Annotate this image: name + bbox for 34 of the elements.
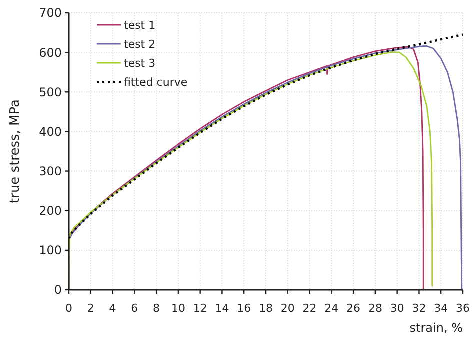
y-tick-label: 600 [39, 46, 62, 60]
legend-label: test 2 [124, 38, 156, 51]
x-tick-label: 26 [346, 302, 361, 315]
x-tick-label: 16 [237, 302, 252, 315]
x-tick-label: 10 [171, 302, 186, 315]
x-tick-label: 24 [324, 302, 339, 315]
x-tick-label: 14 [215, 302, 230, 315]
x-axis-title: strain, % [410, 321, 463, 335]
x-tick-label: 32 [412, 302, 426, 315]
x-tick-label: 0 [66, 302, 72, 315]
legend-label: test 1 [124, 18, 156, 32]
x-tick-label: 2 [87, 302, 94, 315]
x-tick-label: 34 [434, 302, 448, 315]
x-tick-label: 4 [109, 302, 116, 315]
line-series [68, 34, 464, 240]
x-tick-label: 36 [456, 302, 470, 315]
x-tick-label: 6 [131, 302, 138, 315]
y-tick-label: 0 [54, 283, 62, 298]
y-tick-label: 400 [39, 124, 62, 139]
y-tick-label: 100 [39, 244, 62, 258]
x-tick-label: 20 [280, 302, 295, 315]
y-axis-title: true stress, MPa [8, 100, 23, 204]
x-tick-label: 8 [153, 302, 160, 315]
y-tick-label: 700 [39, 6, 62, 20]
x-tick-label: 22 [302, 302, 317, 315]
legend-label: fitted curve [124, 76, 188, 89]
x-tick-label: 18 [259, 302, 273, 315]
x-tick-label: 28 [368, 302, 382, 315]
x-tick-label: 12 [193, 302, 208, 315]
y-tick-label: 500 [39, 85, 62, 100]
y-tick-label: 200 [39, 204, 62, 218]
legend-label: test 3 [124, 56, 156, 70]
y-tick-label: 300 [39, 164, 62, 178]
x-tick-label: 30 [390, 302, 404, 315]
